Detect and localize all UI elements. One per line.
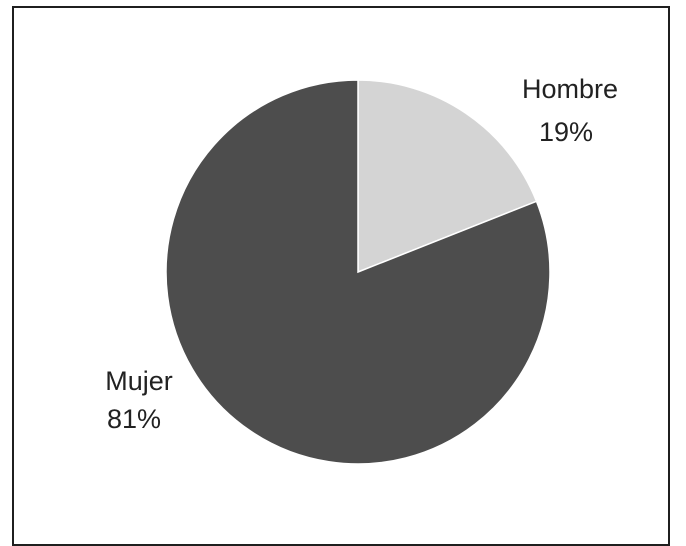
pie-slices xyxy=(165,79,551,465)
slice-label-mujer-name: Mujer xyxy=(105,366,173,396)
slice-label-hombre: Hombre 19% xyxy=(522,74,618,147)
slice-label-mujer-value: 81% xyxy=(107,404,161,434)
pie-chart: Hombre 19% Mujer 81% xyxy=(105,74,618,465)
pie-slice-mujer xyxy=(165,79,551,465)
slice-label-hombre-value: 19% xyxy=(539,117,593,147)
slice-label-mujer: Mujer 81% xyxy=(105,366,173,434)
pie-slice-hombre xyxy=(357,79,538,274)
slice-label-hombre-name: Hombre xyxy=(522,74,618,104)
